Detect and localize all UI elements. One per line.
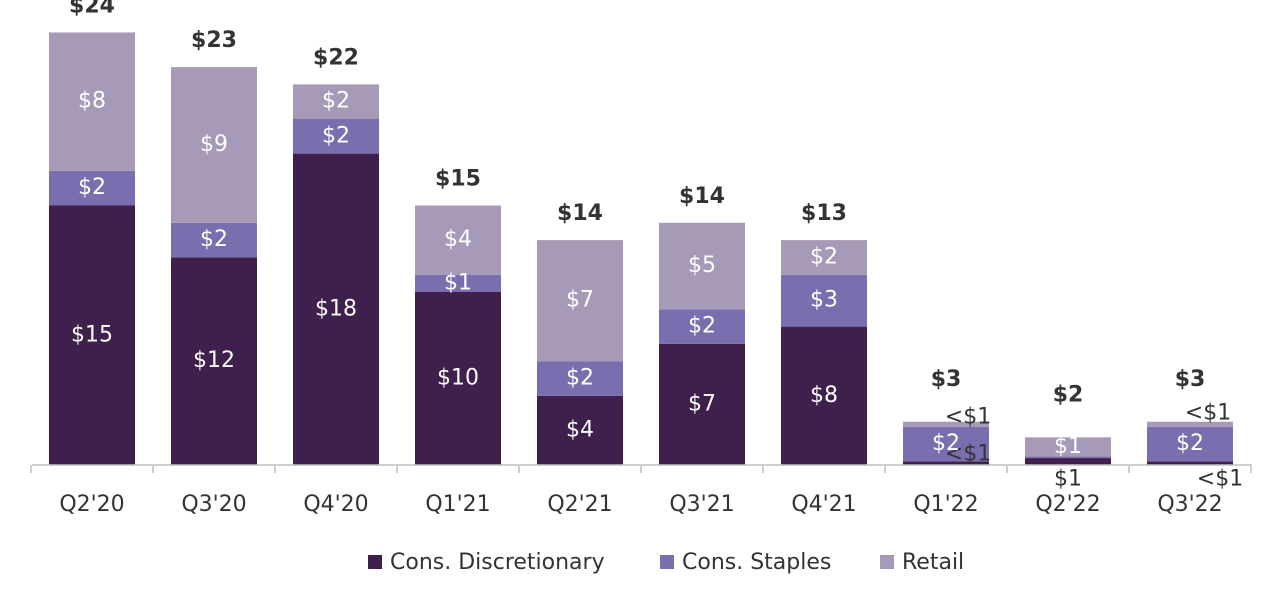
bar-value-label: <$1: [945, 441, 991, 466]
category-label: Q1'21: [425, 492, 490, 517]
bar-segment: [1147, 461, 1233, 465]
bar-segment: [903, 461, 989, 465]
bar-segment: [293, 153, 379, 465]
bar-value-label: $1: [444, 270, 472, 295]
bar-value-label: $2: [78, 175, 106, 200]
bar-segment: [1147, 421, 1233, 427]
category-label: Q1'22: [913, 492, 978, 517]
bar-segment: [781, 274, 867, 327]
bar-segment: [781, 326, 867, 465]
bar-value-label: <$1: [1185, 400, 1231, 425]
bar-value-label: $1: [1054, 467, 1082, 492]
category-label: Q3'20: [181, 492, 246, 517]
x-axis-ticks: Q2'20 Q3'20 Q4'20 Q1'21 Q2'21 Q3'21 Q4'21 Q1'22…: [30, 465, 1252, 517]
bar-value-label: $1: [1054, 434, 1082, 459]
bar-segment: [537, 361, 623, 396]
category-label: Q3'22: [1157, 492, 1222, 517]
bar-value-label: $2: [932, 431, 960, 456]
legend-item-label: Cons. Discretionary: [390, 550, 605, 575]
bar-segment: [49, 205, 135, 465]
legend-item-label: Retail: [902, 550, 964, 575]
total-label: $22: [313, 45, 359, 70]
total-label: $2: [1053, 382, 1084, 407]
bar-segment: [415, 205, 501, 275]
bar-value-label: $2: [566, 366, 594, 391]
bar-segment: [171, 67, 257, 223]
bar-segment: [1025, 437, 1111, 457]
bar-value-label: $8: [78, 89, 106, 114]
category-label: Q4'21: [791, 492, 856, 517]
bar-value-label: $2: [810, 244, 838, 269]
category-label: Q2'21: [547, 492, 612, 517]
bar-value-label: $8: [810, 383, 838, 408]
bar-segment: [171, 257, 257, 465]
bar-segment: [537, 240, 623, 362]
total-label: $23: [191, 28, 237, 53]
total-label: $24: [69, 0, 115, 19]
bar-value-label: $2: [322, 89, 350, 114]
bar-value-label: $7: [688, 391, 716, 416]
bar-segment: [781, 240, 867, 275]
category-label: Q4'20: [303, 492, 368, 517]
bar-value-label: $9: [200, 132, 228, 157]
legend-item-label: Cons. Staples: [682, 550, 831, 575]
bar-segment: [537, 395, 623, 465]
bar-value-label: $2: [200, 227, 228, 252]
bar-segment: [1025, 458, 1111, 465]
total-label: $13: [801, 201, 847, 226]
bar-segment: [903, 426, 989, 462]
total-label: $3: [931, 367, 962, 392]
legend-swatch: [368, 555, 382, 569]
total-label: $14: [679, 184, 725, 209]
legend-swatch: [880, 555, 894, 569]
labels-layer: $15 $2 $8 $24 $12 $2 $9 $23 $18 $2 $2 $22 $10 $1 $4 $15…: [69, 0, 1243, 492]
bar-value-label: $18: [315, 296, 357, 321]
bars-layer: [49, 32, 1233, 465]
bar-segment: [903, 421, 989, 427]
bar-segment: [659, 343, 745, 465]
bar-segment: [49, 32, 135, 171]
bar-segment: [49, 170, 135, 206]
category-label: Q2'20: [59, 492, 124, 517]
bar-value-label: $3: [810, 288, 838, 313]
bar-segment: [293, 84, 379, 119]
bar-segment: [415, 292, 501, 465]
legend: Cons. Discretionary Cons. Staples Retail: [368, 550, 964, 575]
category-label: Q3'21: [669, 492, 734, 517]
bar-segment: [659, 222, 745, 310]
bar-value-label: <$1: [1197, 466, 1243, 491]
bar-value-label: $2: [1176, 431, 1204, 456]
legend-swatch: [660, 555, 674, 569]
total-label: $3: [1175, 367, 1206, 392]
bar-segment: [293, 119, 379, 154]
bar-segment: [415, 274, 501, 292]
bar-value-label: $15: [71, 322, 113, 347]
bar-segment: [171, 222, 257, 258]
bar-value-label: $2: [688, 314, 716, 339]
total-label: $14: [557, 201, 603, 226]
category-label: Q2'22: [1035, 492, 1100, 517]
bar-value-label: <$1: [945, 404, 991, 429]
bar-value-label: $5: [688, 253, 716, 278]
bar-segment: [1147, 426, 1233, 462]
bar-value-label: $4: [444, 227, 472, 252]
bar-value-label: $12: [193, 348, 235, 373]
bar-segment: [659, 309, 745, 344]
bar-value-label: $4: [566, 417, 594, 442]
total-label: $15: [435, 167, 481, 192]
bar-value-label: $2: [322, 123, 350, 148]
bar-value-label: $10: [437, 366, 479, 391]
bar-segment: [1025, 456, 1111, 459]
bar-value-label: $7: [566, 288, 594, 313]
